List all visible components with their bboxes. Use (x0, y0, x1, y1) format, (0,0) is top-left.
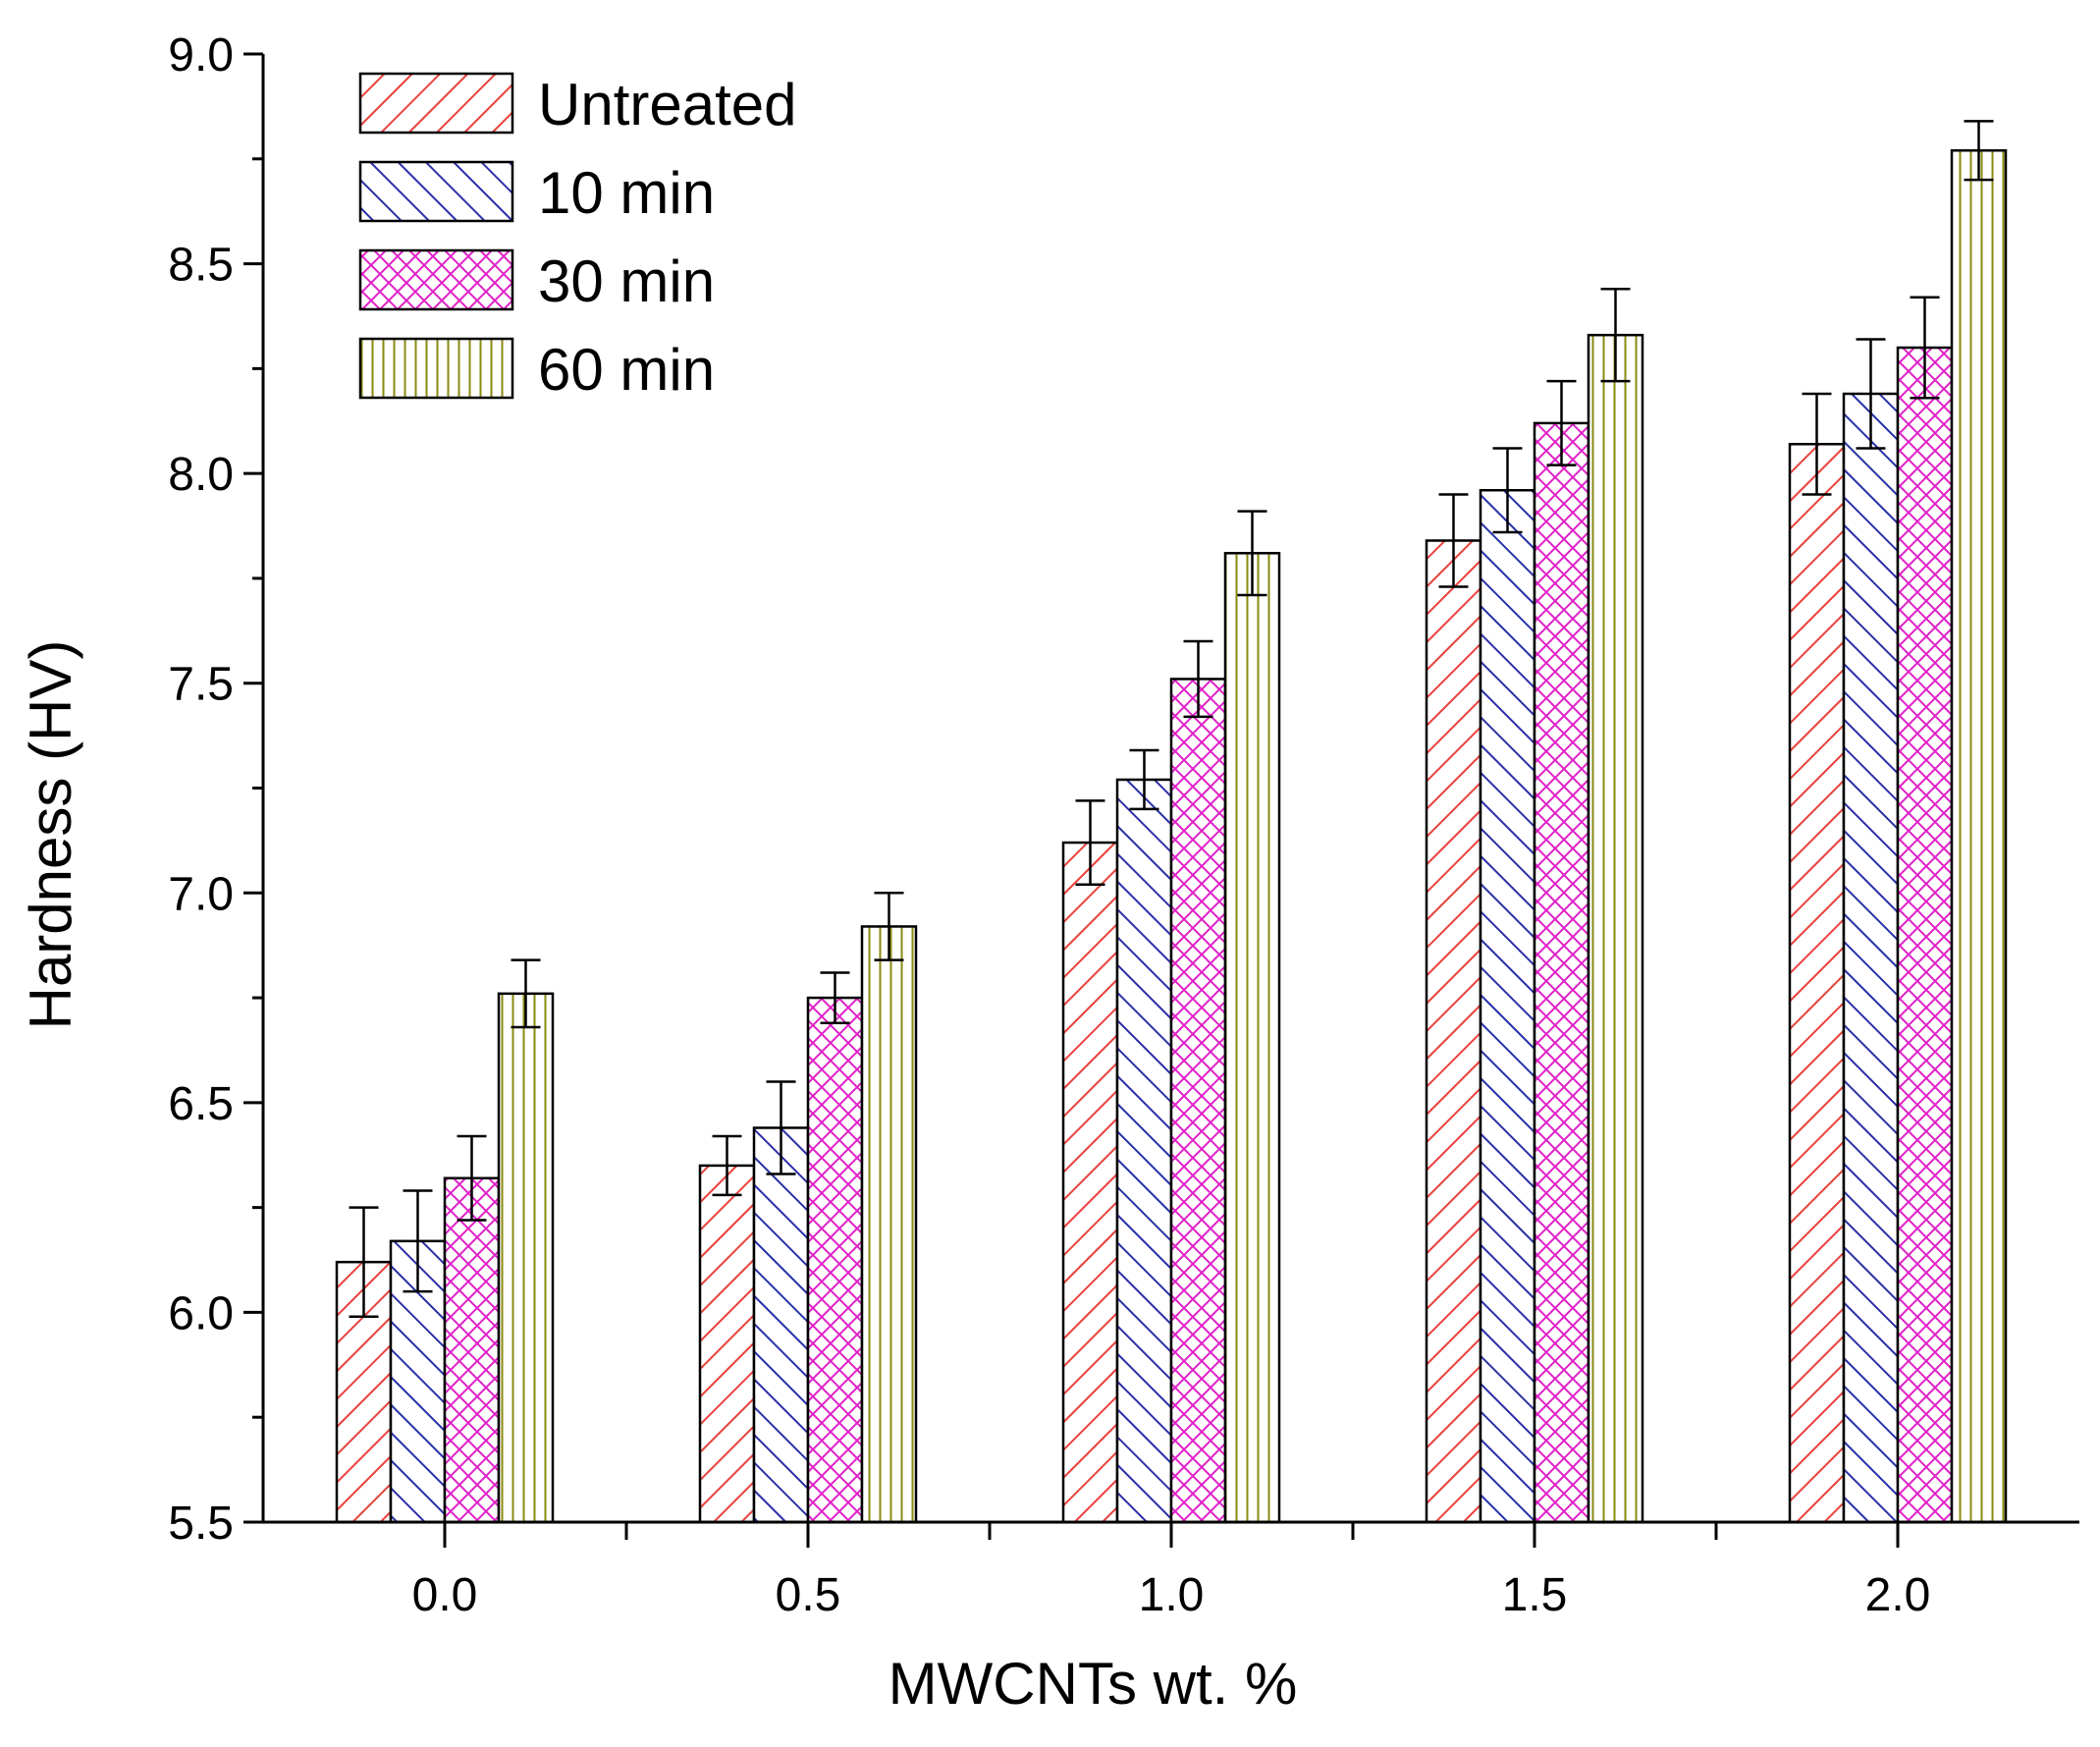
legend-label: 60 min (538, 337, 715, 403)
x-tick-label: 1.5 (1502, 1569, 1568, 1621)
error-bar (1075, 799, 1105, 886)
bar-30-min (806, 996, 864, 1524)
error-bar (1910, 296, 1940, 400)
bar-untreated (1425, 539, 1482, 1524)
bar-60-min (860, 925, 918, 1524)
y-tick-label: 8.0 (168, 449, 234, 501)
bar-30-min (443, 1176, 501, 1524)
error-bar (511, 958, 541, 1029)
error-bar (1546, 379, 1577, 466)
legend-label: 10 min (538, 160, 715, 226)
legend-swatch (358, 160, 514, 223)
legend-item: 30 min (358, 248, 715, 314)
y-tick-label: 6.5 (168, 1078, 234, 1130)
x-tick-label: 1.0 (1139, 1569, 1205, 1621)
bar-untreated (1788, 442, 1846, 1524)
legend-item: 60 min (358, 337, 715, 403)
x-axis-label: MWCNTs wt. % (888, 1651, 1298, 1717)
error-bar (1183, 639, 1213, 719)
legend: Untreated 10 min 30 min 60 min (358, 72, 797, 403)
bar-60-min (497, 992, 555, 1524)
bar-untreated (1061, 841, 1119, 1524)
bar-60-min (1223, 552, 1281, 1524)
error-bar (349, 1206, 379, 1318)
error-bar (820, 971, 850, 1024)
y-tick-label: 8.5 (168, 240, 234, 292)
y-tick-label: 9.0 (168, 29, 234, 82)
y-tick-label: 7.5 (168, 659, 234, 711)
legend-item: 10 min (358, 160, 715, 226)
error-bar (1802, 392, 1832, 496)
legend-label: Untreated (538, 72, 797, 137)
legend-swatch (358, 248, 514, 311)
bars-layer (335, 148, 2008, 1524)
error-bars-layer (349, 120, 1994, 1318)
error-bar (1492, 447, 1523, 534)
bar-60-min (1587, 333, 1644, 1524)
error-bar (874, 892, 904, 961)
error-bar (712, 1134, 742, 1197)
y-tick-label: 5.5 (168, 1498, 234, 1550)
error-bar (1964, 120, 1994, 182)
y-tick-label: 7.0 (168, 868, 234, 920)
y-tick-label: 6.0 (168, 1287, 234, 1339)
legend-item: Untreated (358, 72, 797, 137)
bar-10-min (752, 1126, 810, 1524)
bar-10-min (1842, 392, 1900, 1524)
error-bar (1600, 287, 1631, 383)
x-tick-label: 0.0 (412, 1569, 478, 1621)
bar-30-min (1533, 421, 1590, 1524)
error-bar (1237, 510, 1267, 597)
x-tick-label: 0.5 (776, 1569, 841, 1621)
legend-label: 30 min (538, 248, 715, 314)
x-axis-ticks: 0.0 0.5 1.0 1.5 2.0 (412, 1522, 1931, 1621)
bar-10-min (1479, 488, 1536, 1524)
bar-10-min (1115, 778, 1173, 1524)
error-bar (766, 1080, 796, 1175)
error-bar (457, 1134, 487, 1222)
bar-30-min (1169, 678, 1227, 1524)
error-bar (1438, 493, 1469, 588)
legend-swatch (358, 72, 514, 135)
bar-60-min (1950, 148, 2008, 1524)
error-bar (1856, 338, 1886, 450)
bar-30-min (1896, 346, 1954, 1524)
x-tick-label: 2.0 (1865, 1569, 1931, 1621)
error-bar (403, 1189, 433, 1293)
bar-untreated (698, 1164, 756, 1524)
error-bar (1129, 748, 1159, 811)
legend-swatch (358, 337, 514, 400)
y-axis-ticks: 5.5 6.0 6.5 7.0 7.5 8.0 8.5 9.0 (168, 29, 263, 1550)
y-axis-label: Hardness (HV) (18, 640, 83, 1030)
